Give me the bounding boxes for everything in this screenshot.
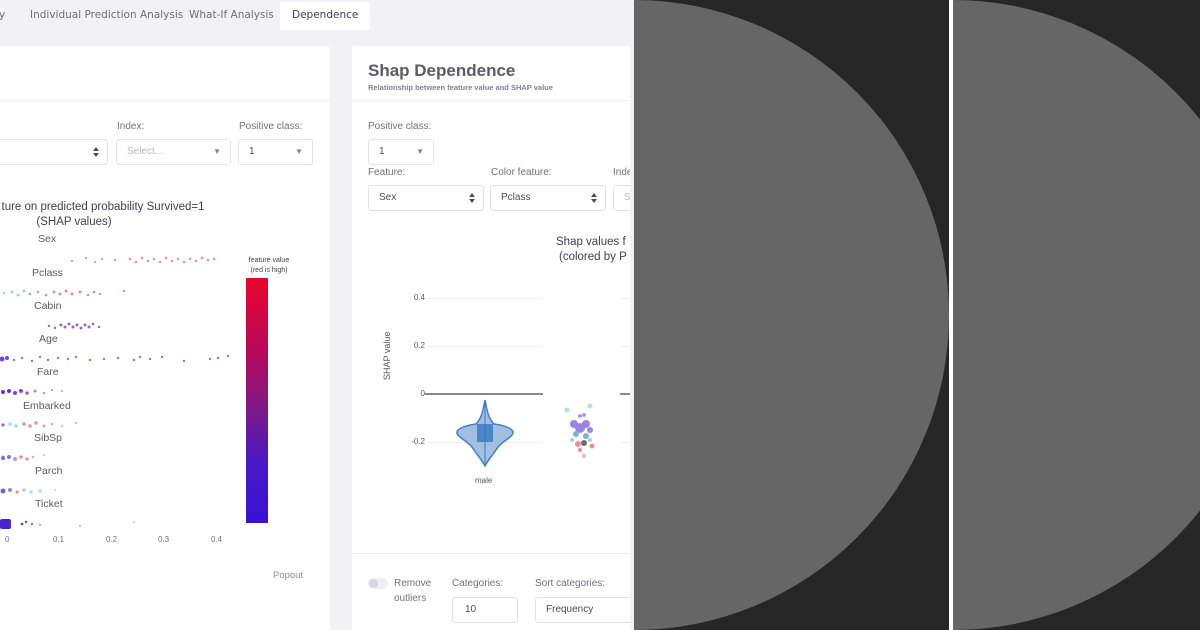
tab-individual-prediction-analysis[interactable]: Individual Prediction Analysis xyxy=(30,9,184,21)
categories-input[interactable]: 10 xyxy=(452,597,518,623)
sort-categories-select[interactable]: Frequency xyxy=(535,597,645,623)
positive-class-label: Positive class: xyxy=(368,121,432,132)
positive-class-label: Positive class: xyxy=(239,121,303,132)
color-feature-select[interactable]: Pclass xyxy=(490,185,606,211)
feature-label-embarked: Embarked xyxy=(23,400,71,412)
tab-partial[interactable]: y xyxy=(0,9,6,21)
positive-class-value: 1 xyxy=(249,146,255,157)
y-tick-0: 0 xyxy=(420,389,425,398)
color-feature-value: Pclass xyxy=(501,192,531,203)
caret-down-icon: ▼ xyxy=(416,147,424,156)
y-axis-label: SHAP value xyxy=(382,331,392,380)
remove-outliers-label-2: outliers xyxy=(394,593,427,604)
gridline xyxy=(620,298,634,299)
scatter-row-embarked xyxy=(0,416,85,428)
sort-categories-label: Sort categories: xyxy=(535,578,606,589)
scatter-row-parch xyxy=(0,482,60,494)
feature-label-parch: Parch xyxy=(35,465,63,477)
feature-label-sibsp: SibSp xyxy=(34,432,63,444)
half-circle-shape xyxy=(953,0,1200,630)
scatter-row-ticket xyxy=(0,515,140,529)
feature-label-age: Age xyxy=(39,333,58,345)
feature-label-fare: Fare xyxy=(37,366,59,378)
feature-label-sex: Sex xyxy=(38,233,57,245)
colorbar-title-line2: (red is high) xyxy=(250,267,288,274)
feature-label-cabin: Cabin xyxy=(34,300,62,312)
gridline xyxy=(620,346,634,347)
index-placeholder: Select... xyxy=(127,146,164,157)
x-tick-0: 0 xyxy=(5,535,10,544)
scatter-row-pclass xyxy=(0,284,130,297)
updown-icon xyxy=(591,192,597,204)
dark-panel-2 xyxy=(953,0,1200,630)
dark-panel-1 xyxy=(634,0,949,630)
scatter-row-fare xyxy=(0,383,80,395)
index-label: Index: xyxy=(117,121,145,132)
violin-male xyxy=(456,399,514,468)
separator xyxy=(630,0,634,630)
feature-value-colorbar xyxy=(246,278,268,523)
colorbar-title-line1: feature value xyxy=(248,257,290,264)
summary-plot-title-line2: (SHAP values) xyxy=(36,216,112,228)
gridline xyxy=(620,442,634,443)
y-tick-0-4: 0.4 xyxy=(413,293,425,302)
gridline xyxy=(428,346,543,347)
feature-label: Feature: xyxy=(368,167,406,178)
updown-icon xyxy=(469,192,475,204)
caret-down-icon: ▼ xyxy=(213,147,221,156)
x-category-male: male xyxy=(475,476,493,485)
colorbar-title: feature value (red is high) xyxy=(236,256,302,276)
x-tick-0-3: 0.3 xyxy=(158,535,170,544)
updown-icon xyxy=(93,146,99,158)
scatter-male-points xyxy=(564,403,595,458)
popout-button[interactable]: Popout xyxy=(273,570,304,581)
dependence-plot-title-line2: (colored by P xyxy=(559,251,627,263)
card-title: Shap Dependence xyxy=(368,61,516,80)
x-tick-0-2: 0.2 xyxy=(106,535,118,544)
tab-bar: y Individual Prediction Analysis What-If… xyxy=(0,0,634,30)
tab-dependence[interactable]: Dependence xyxy=(280,2,371,30)
summary-plot-title-line1: ture on predicted probability Survived=1 xyxy=(1,201,205,213)
x-tick-0-4: 0.4 xyxy=(211,535,223,544)
feature-label-ticket: Ticket xyxy=(35,498,63,510)
positive-class-value: 1 xyxy=(379,146,385,157)
positive-class-select[interactable]: 1 ▼ xyxy=(238,139,313,165)
card-header-divider xyxy=(0,100,330,101)
card-header-divider xyxy=(352,100,642,101)
dependence-plot-title-line1: Shap values f xyxy=(556,236,626,248)
remove-outliers-toggle[interactable] xyxy=(368,578,388,589)
shap-dependence-card: Shap Dependence Relationship between fea… xyxy=(352,46,642,630)
scatter-row-age xyxy=(0,350,235,363)
feature-label-pclass: Pclass xyxy=(32,267,63,279)
scatter-row-sex xyxy=(70,251,220,264)
half-circle-shape xyxy=(634,0,949,630)
card-footer-divider xyxy=(352,553,642,554)
feature-select-partial[interactable] xyxy=(0,139,108,165)
caret-down-icon: ▼ xyxy=(295,147,303,156)
tab-what-if-analysis[interactable]: What-If Analysis xyxy=(189,9,274,21)
card-subtitle: Relationship between feature value and S… xyxy=(368,83,553,92)
sort-categories-value: Frequency xyxy=(546,604,594,615)
gridline xyxy=(428,298,543,299)
feature-value: Sex xyxy=(379,192,397,203)
panel-gap xyxy=(949,0,953,630)
color-feature-label: Color feature: xyxy=(491,167,552,178)
index-label: Inde xyxy=(613,167,633,178)
zero-line xyxy=(424,393,543,395)
categories-label: Categories: xyxy=(452,578,504,589)
y-tick-neg-0-2: -0.2 xyxy=(411,437,425,446)
scatter-row-sibsp xyxy=(0,449,50,461)
scatter-row-cabin xyxy=(45,317,105,330)
zero-line xyxy=(620,393,634,395)
x-tick-0-1: 0.1 xyxy=(53,535,65,544)
index-select[interactable]: Select... ▼ xyxy=(116,139,231,165)
positive-class-select[interactable]: 1 ▼ xyxy=(368,139,434,165)
feature-select[interactable]: Sex xyxy=(368,185,484,211)
y-tick-0-2: 0.2 xyxy=(413,341,425,350)
remove-outliers-label-1: Remove xyxy=(394,578,432,589)
